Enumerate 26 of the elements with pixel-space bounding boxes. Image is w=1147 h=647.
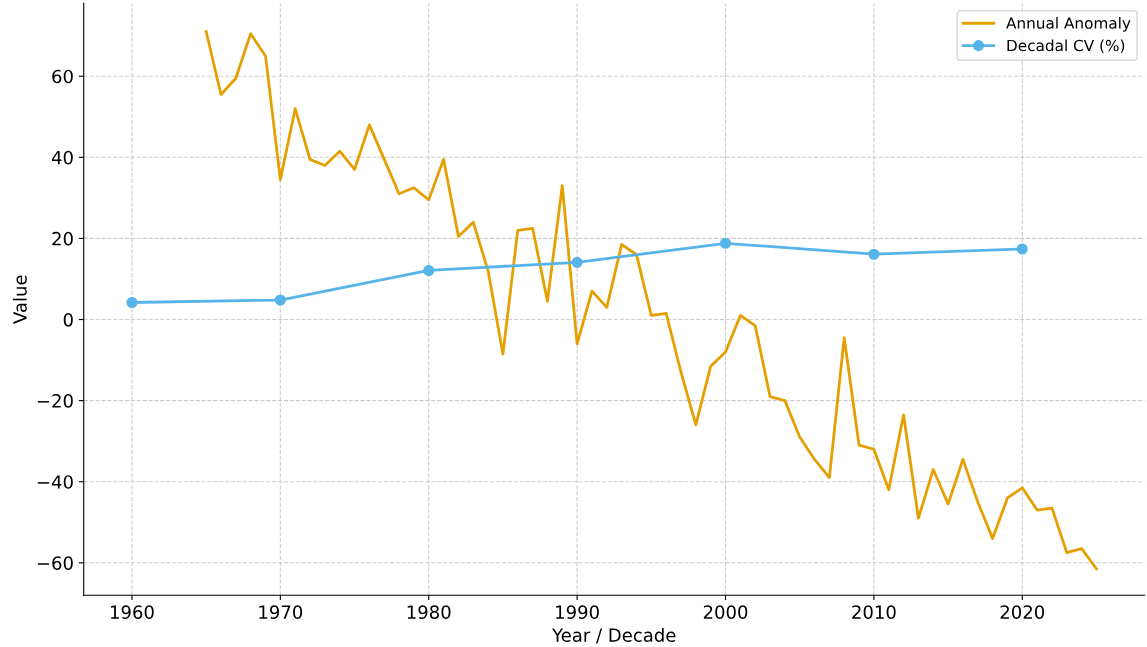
point bbox=[274, 294, 286, 306]
y-tick-label: 40 bbox=[51, 150, 73, 165]
point bbox=[571, 256, 583, 268]
y-tick-label: −60 bbox=[37, 556, 73, 570]
y-axis-title: Value bbox=[12, 275, 27, 324]
y-tick-label: 60 bbox=[52, 69, 73, 84]
x-tick-label: 2000 bbox=[703, 605, 748, 619]
y-tick-label: −40 bbox=[37, 475, 73, 489]
y-tick-label: 20 bbox=[52, 231, 73, 246]
x-tick-label: 2010 bbox=[852, 605, 896, 619]
point bbox=[126, 296, 138, 309]
x-tick-label: 2020 bbox=[1000, 605, 1045, 619]
x-axis-title: Year / Decade bbox=[552, 627, 676, 644]
x-tick-label: 1990 bbox=[556, 605, 599, 619]
x-tick-label: 1980 bbox=[407, 605, 451, 619]
y-tick-label: −20 bbox=[37, 394, 73, 408]
x-tick-label: 1970 bbox=[259, 605, 303, 619]
point bbox=[1016, 243, 1028, 255]
x-tick-label: 1960 bbox=[110, 605, 154, 619]
point bbox=[719, 237, 732, 249]
legend-label: Decadal CV (%) bbox=[1007, 39, 1125, 54]
point bbox=[423, 264, 435, 277]
legend-label: Annual Anomaly bbox=[1006, 16, 1131, 32]
point bbox=[868, 248, 880, 260]
y-tick-label: 0 bbox=[63, 312, 73, 327]
line-series bbox=[204, 30, 1098, 571]
